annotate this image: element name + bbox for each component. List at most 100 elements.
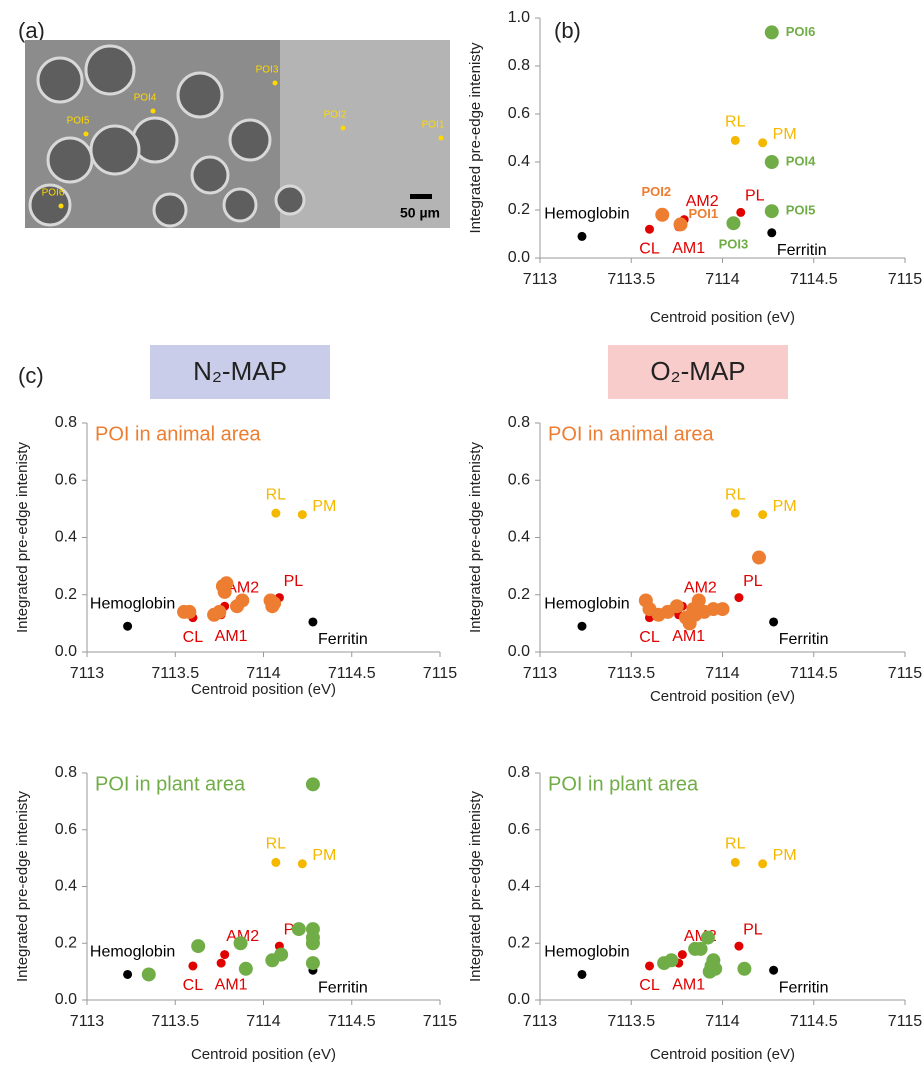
scale-bar-label: 50 µm: [400, 205, 440, 221]
x-tick-label: 7113.5: [607, 271, 655, 288]
point-label: Ferritin: [779, 979, 829, 996]
data-point: [734, 593, 743, 602]
data-point: [674, 217, 688, 231]
x-tick-label: 7114: [246, 1013, 281, 1030]
data-point: [664, 953, 678, 967]
data-point: [267, 596, 281, 610]
point-label: CL: [639, 629, 660, 646]
data-point: [731, 136, 740, 145]
x-tick-label: 7114.5: [790, 665, 838, 682]
data-point: [752, 551, 766, 565]
y-tick-label: 0.2: [508, 586, 530, 603]
data-point: [678, 950, 687, 959]
y-tick-label: 0.8: [55, 414, 77, 431]
point-label: RL: [266, 486, 287, 503]
data-point: [217, 959, 226, 968]
y-tick-label: 0.6: [508, 471, 530, 488]
y-tick-label: 0.6: [55, 471, 77, 488]
poi-marker: [341, 126, 346, 131]
y-axis-label: Integrated pre-edge intenisty: [467, 442, 484, 633]
point-label: Hemoglobin: [544, 206, 629, 223]
x-tick-label: 7114.5: [328, 665, 376, 682]
chart-title: POI in animal area: [548, 423, 715, 445]
x-tick-label: 7114.5: [790, 1013, 838, 1030]
x-axis-label: Centroid position (eV): [191, 681, 336, 698]
poi-marker: [439, 136, 444, 141]
chart-title: POI in animal area: [95, 423, 262, 445]
x-axis-label: Centroid position (eV): [650, 688, 795, 705]
point-label: POI5: [786, 203, 816, 218]
y-tick-label: 0.4: [508, 153, 530, 170]
x-tick-label: 7115: [423, 665, 458, 682]
data-point: [298, 510, 307, 519]
x-axis-label: Centroid position (eV): [650, 1046, 795, 1063]
poi-label: POI6: [42, 188, 65, 199]
point-label: PM: [312, 498, 336, 515]
point-label: RL: [725, 114, 746, 131]
x-tick-label: 7114: [705, 1013, 740, 1030]
x-axis-label: Centroid position (eV): [650, 309, 795, 326]
y-tick-label: 0.0: [55, 643, 77, 660]
data-point: [726, 216, 740, 230]
poi-label: POI5: [67, 116, 90, 127]
data-point: [191, 939, 205, 953]
data-point: [306, 936, 320, 950]
point-label: AM1: [672, 240, 705, 257]
data-point: [731, 858, 740, 867]
data-point: [736, 208, 745, 217]
y-tick-label: 0.4: [508, 878, 530, 895]
y-tick-label: 0.8: [55, 764, 77, 781]
y-axis-label: Integrated pre-edge intenisty: [467, 42, 484, 233]
y-axis-label: Integrated pre-edge intenisty: [14, 791, 31, 982]
point-label: AM1: [215, 628, 248, 645]
point-label: CL: [639, 240, 660, 257]
panel-label: (c): [18, 363, 44, 388]
data-point: [765, 25, 779, 39]
point-label: POI4: [786, 153, 816, 168]
point-label: RL: [725, 836, 746, 853]
data-point: [769, 617, 778, 626]
y-tick-label: 0.0: [508, 249, 530, 266]
data-point: [123, 970, 132, 979]
x-tick-label: 7113: [523, 1013, 558, 1030]
y-tick-label: 0.8: [508, 764, 530, 781]
point-label: POI1: [689, 206, 719, 221]
data-point: [758, 138, 767, 147]
x-tick-label: 7113: [523, 271, 558, 288]
poi-marker: [273, 81, 278, 86]
data-point: [292, 922, 306, 936]
data-point: [271, 509, 280, 518]
point-label: Ferritin: [779, 631, 829, 648]
point-label: POI6: [786, 24, 816, 39]
x-tick-label: 7113: [70, 665, 105, 682]
data-point: [274, 948, 288, 962]
point-label: PM: [773, 847, 797, 864]
x-tick-label: 7115: [888, 1013, 923, 1030]
x-tick-label: 7115: [888, 665, 923, 682]
x-tick-label: 7113.5: [151, 665, 199, 682]
data-point: [758, 510, 767, 519]
y-tick-label: 0.4: [55, 529, 77, 546]
point-label: Ferritin: [777, 242, 827, 259]
data-point: [708, 962, 722, 976]
x-tick-label: 7113: [70, 1013, 105, 1030]
point-label: Hemoglobin: [544, 944, 629, 961]
y-tick-label: 0.0: [508, 643, 530, 660]
y-axis-label: Integrated pre-edge intenisty: [14, 442, 31, 633]
point-label: POI3: [719, 237, 749, 252]
x-tick-label: 7113.5: [607, 665, 655, 682]
panel-label: (a): [18, 18, 45, 43]
point-label: Hemoglobin: [90, 944, 175, 961]
point-label: Ferritin: [318, 631, 368, 648]
x-tick-label: 7114: [705, 271, 740, 288]
data-point: [220, 950, 229, 959]
y-tick-label: 0.6: [55, 821, 77, 838]
data-point: [645, 961, 654, 970]
y-tick-label: 0.8: [508, 414, 530, 431]
micrograph: 50 µm: [25, 40, 450, 228]
point-label: AM1: [215, 976, 248, 993]
data-point: [142, 967, 156, 981]
x-tick-label: 7115: [423, 1013, 458, 1030]
figure: (a) 50 µm (c) POI1POI2POI3POI4POI5POI6N₂…: [0, 0, 924, 1065]
